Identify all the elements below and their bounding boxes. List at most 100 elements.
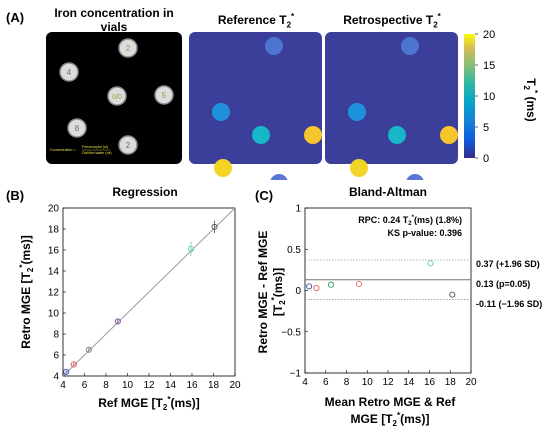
bland-altman-xlabel-sup: * (397, 411, 401, 420)
regression-xlabel-post: (ms)] (170, 396, 199, 410)
colorbar-label: T2* (ms) (522, 78, 539, 122)
y-tick-label: −0.5 (281, 327, 301, 338)
panel-a-images: 2 4 0/0 5 8 2 Concentration = Ferumoxyto… (46, 29, 539, 180)
y-tick-label: 1 (295, 204, 301, 215)
panels-bc: Regression 4 6 8 10 12 14 16 18 2046810121416182… (18, 185, 542, 428)
regression-identity-line (62, 207, 236, 377)
upper-loa-label: 0.37 (+1.96 SD) (476, 259, 540, 269)
map-vial (350, 159, 368, 177)
rpc-label-pre: RPC: 0.24 T (358, 215, 409, 225)
regression-point (63, 368, 70, 375)
vial-label: 4 (67, 68, 72, 77)
y-tick-label: 8 (53, 330, 59, 341)
y-tick-label: 18 (48, 225, 60, 236)
bland-altman-ylabel-line1: Retro MGE - Ref MGE (256, 231, 270, 354)
vial-label: 8 (75, 124, 80, 133)
reference-title: Reference T2* (188, 10, 324, 32)
colorbar (464, 34, 475, 158)
map-vial (252, 126, 270, 144)
panel-a-label: (A) (6, 10, 25, 25)
map-vial (265, 37, 283, 55)
regression-ylabel: Retro MGE [T2*(ms)] (18, 235, 35, 349)
colorbar-tick-label: 15 (483, 60, 495, 72)
retro-title: Retrospective T2* (322, 10, 462, 32)
mean-difference-label: 0.13 (p=0.05) (476, 279, 530, 289)
map-vial (388, 126, 406, 144)
regression-points (63, 220, 218, 375)
map-vial (440, 126, 458, 144)
vials-title-line1: Iron concentration in (54, 6, 174, 20)
map-vial (212, 103, 230, 121)
regression-title: Regression (112, 185, 177, 199)
vials-photo: 2 4 0/0 5 8 2 Concentration = Ferumoxyto… (46, 32, 182, 164)
colorbar-tick-label: 5 (483, 122, 489, 134)
vial-6 (118, 135, 138, 155)
vials-legend-line2: Ferumoxytol (ul) (82, 145, 108, 149)
rpc-label-post: (ms) (1.8%) (414, 215, 462, 225)
vials-title: Iron concentration in vials (44, 6, 184, 34)
regression-point (70, 361, 77, 368)
retro-title-sup: * (437, 12, 441, 21)
colorbar-label-unit: (ms) (524, 93, 538, 122)
bland-altman-point (427, 260, 434, 267)
colorbar-tick-label: 0 (483, 153, 489, 165)
bland-altman-point (327, 281, 334, 288)
vials-legend-line1: Concentration = (50, 148, 75, 152)
bland-altman-xlabel-pre: MGE [T (351, 412, 394, 426)
colorbar-label-sup: * (530, 90, 539, 94)
vials-legend-line3: Distilled water (ml) (82, 151, 112, 155)
reference-title-sup: * (291, 12, 295, 21)
colorbar-label-sub: 2 (522, 86, 531, 91)
regression-point (187, 245, 194, 252)
regression-xlabel-sub: 2 (163, 403, 168, 412)
retro-vials (348, 37, 458, 180)
regression-point (114, 318, 121, 325)
x-tick-label: 18 (445, 377, 457, 388)
y-tick-label: 20 (48, 204, 60, 215)
vial-label: 2 (126, 141, 131, 150)
x-tick-label: 20 (465, 377, 477, 388)
map-vial (406, 174, 424, 180)
regression-point (211, 223, 218, 230)
reference-map (189, 32, 322, 180)
bland-altman-xlabel-line2: MGE [T2*(ms)] (351, 411, 430, 428)
y-tick-label: 4 (53, 372, 59, 383)
bland-altman-ylabel-pre: [T (271, 304, 285, 316)
lower-loa-label: -0.11 (−1.96 SD) (476, 299, 542, 309)
reference-vials (212, 37, 322, 180)
x-tick-label: 8 (103, 380, 109, 391)
y-tick-label: 0 (295, 286, 301, 297)
bland-altman-point (355, 280, 363, 287)
bland-altman-ticks: 4 6 8 10 12 14 16 18 20 −1 −0.5 0 0.5 1 (281, 204, 477, 389)
bland-altman-xlabel-line1: Mean Retro MGE & Ref (325, 395, 457, 409)
colorbar-tick-label: 20 (483, 29, 495, 41)
vial-1 (118, 38, 138, 58)
ks-pvalue-label: KS p-value: 0.396 (387, 228, 462, 238)
rpc-label-sup: * (412, 215, 415, 221)
bland-altman-point (313, 284, 320, 292)
colorbar-label-main: T (524, 78, 538, 86)
bland-altman-xlabel-post: (ms)] (400, 412, 429, 426)
y-tick-label: 10 (48, 309, 60, 320)
x-tick-label: 4 (60, 380, 66, 391)
bland-altman-ylabel-sub: 2 (278, 300, 287, 305)
regression-ylabel-post: (ms)] (19, 235, 33, 264)
x-tick-label: 8 (344, 377, 350, 388)
y-tick-label: 16 (48, 246, 60, 257)
retro-title-sub: 2 (433, 20, 438, 30)
retro-map (325, 32, 458, 180)
bland-altman-point (449, 291, 456, 298)
regression-xlabel: Ref MGE [T2*(ms)] (98, 395, 200, 412)
panel-c-label: (C) (255, 188, 274, 203)
x-tick-label: 6 (82, 380, 88, 391)
x-tick-label: 10 (362, 377, 374, 388)
bland-altman-ylabel-line2: [T2*(ms)] (270, 268, 287, 316)
vial-3 (107, 86, 127, 106)
regression-point (85, 346, 92, 353)
retro-map-background (325, 32, 458, 164)
regression-ylabel-sup: * (18, 264, 27, 268)
x-tick-label: 16 (424, 377, 436, 388)
map-vial (348, 103, 366, 121)
reference-title-sub: 2 (286, 20, 292, 30)
vials-title-line2: vials (100, 20, 128, 34)
